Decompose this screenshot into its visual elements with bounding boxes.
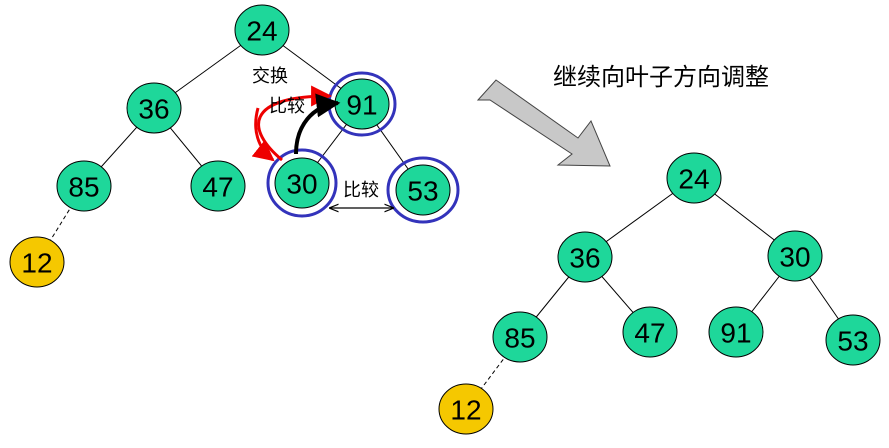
- tree-node: 47: [190, 160, 246, 212]
- node-value: 47: [634, 318, 665, 349]
- node-value: 36: [138, 94, 169, 125]
- tree-node: 47: [622, 306, 678, 358]
- compare-arrow: [294, 93, 341, 155]
- node-value: 36: [569, 243, 600, 274]
- node-value: 85: [504, 323, 535, 354]
- node-value: 53: [407, 176, 438, 207]
- node-value: 30: [779, 242, 810, 273]
- heading: 继续向叶子方向调整: [553, 63, 769, 91]
- tree-node: 85: [492, 311, 548, 363]
- node-value: 24: [678, 164, 709, 195]
- node-value: 12: [450, 395, 481, 426]
- tree-node: 36: [557, 231, 613, 283]
- tree-node: 30: [266, 148, 338, 218]
- tree-node: 30: [767, 230, 823, 282]
- node-value: 12: [21, 248, 52, 279]
- node-value: 91: [720, 318, 751, 349]
- left-tree: 24 36 91 85 47 30 53: [9, 4, 460, 288]
- compare-label: 比较: [269, 96, 305, 117]
- node-value: 53: [837, 326, 868, 357]
- tree-node: 53: [386, 156, 460, 224]
- tree-node: 24: [666, 152, 722, 204]
- highlight-ring: [266, 148, 338, 218]
- swap-arrow: [251, 107, 275, 162]
- tree-node: 91: [708, 306, 764, 358]
- tree-node: 53: [825, 314, 881, 366]
- tree-node: 12: [438, 383, 494, 435]
- transition-arrow: [476, 79, 611, 167]
- node-value: 30: [286, 169, 317, 200]
- swap-label: 交换: [252, 66, 288, 87]
- node-value: 47: [202, 172, 233, 203]
- tree-node: 36: [126, 82, 182, 134]
- tree-node: 12: [9, 236, 65, 288]
- tree-node: 24: [234, 4, 290, 56]
- tree-node: 91: [327, 71, 397, 137]
- tree-node: 85: [56, 160, 112, 212]
- highlight-ring: [386, 156, 460, 224]
- node-value: 91: [346, 90, 377, 121]
- node-value: 24: [246, 16, 277, 47]
- node-value: 85: [68, 172, 99, 203]
- right-tree: 24 36 30 85 47 91 53 12: [438, 152, 881, 435]
- compare-label: 比较: [343, 180, 379, 201]
